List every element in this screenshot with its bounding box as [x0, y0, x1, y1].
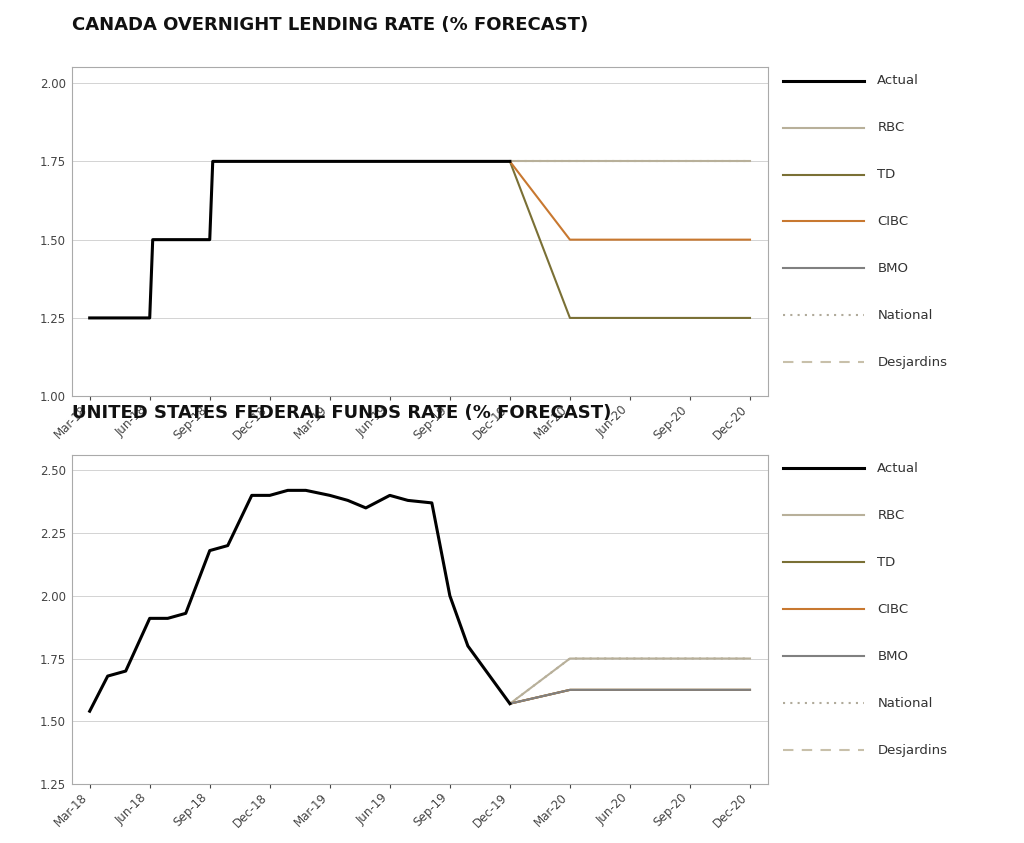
- Text: BMO: BMO: [878, 650, 908, 663]
- Text: CANADA OVERNIGHT LENDING RATE (% FORECAST): CANADA OVERNIGHT LENDING RATE (% FORECAS…: [72, 16, 588, 34]
- Text: Actual: Actual: [878, 74, 920, 87]
- Text: National: National: [878, 309, 933, 322]
- Text: CIBC: CIBC: [878, 603, 908, 615]
- Text: Desjardins: Desjardins: [878, 744, 947, 757]
- Text: National: National: [878, 696, 933, 710]
- Text: TD: TD: [878, 168, 896, 181]
- Text: CIBC: CIBC: [878, 215, 908, 228]
- Text: Actual: Actual: [878, 462, 920, 475]
- Text: RBC: RBC: [878, 509, 904, 522]
- Text: Desjardins: Desjardins: [878, 356, 947, 369]
- Text: TD: TD: [878, 556, 896, 569]
- Text: UNITED STATES FEDERAL FUNDS RATE (% FORECAST): UNITED STATES FEDERAL FUNDS RATE (% FORE…: [72, 404, 611, 422]
- Text: BMO: BMO: [878, 262, 908, 275]
- Text: RBC: RBC: [878, 121, 904, 134]
